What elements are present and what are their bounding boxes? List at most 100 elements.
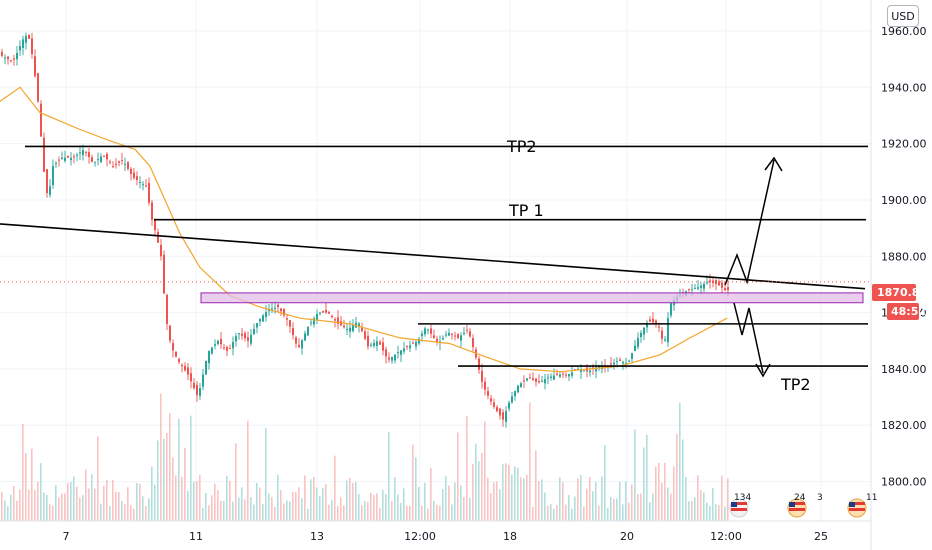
- candle-body: [658, 326, 660, 328]
- volume-bar: [73, 476, 75, 521]
- volume-bar: [385, 493, 387, 521]
- volume-bar: [622, 504, 624, 521]
- candle-body: [124, 163, 126, 165]
- candle-body: [502, 412, 504, 420]
- candle-body: [49, 186, 51, 195]
- candle-body: [94, 161, 96, 163]
- us-flag-icon[interactable]: 134: [729, 493, 751, 518]
- candle-body: [187, 367, 189, 375]
- candle-body: [208, 350, 210, 364]
- candle-body: [157, 231, 159, 243]
- volume-bar: [469, 497, 471, 521]
- volume-bar: [244, 499, 246, 521]
- volume-bar: [304, 475, 306, 521]
- candle-body: [655, 320, 657, 324]
- candle-body: [223, 347, 225, 349]
- volume-bar: [121, 500, 123, 521]
- price-tick-label: 1920.00: [881, 138, 927, 151]
- volume-bar: [562, 482, 564, 521]
- volume-bar: [361, 505, 363, 521]
- candle-body: [166, 294, 168, 324]
- candle-body: [628, 360, 630, 362]
- volume-bar: [637, 494, 639, 521]
- candle-body: [46, 169, 48, 193]
- volume-bar: [448, 485, 450, 521]
- volume-bar: [31, 448, 33, 521]
- volume-bar: [16, 500, 18, 521]
- time-axis[interactable]: 7 11 13 12:00 18 20 12:00 25: [63, 530, 829, 543]
- volume-bar: [205, 493, 207, 521]
- candle-body: [388, 357, 390, 360]
- candle-body: [394, 354, 396, 361]
- resistance-zone[interactable]: [200, 292, 864, 304]
- candle-body: [289, 320, 291, 327]
- currency-button[interactable]: USD: [887, 5, 919, 27]
- volume-bar: [679, 402, 681, 521]
- candle-body: [466, 329, 468, 331]
- volume-bar: [79, 497, 81, 521]
- candle-body: [88, 152, 90, 158]
- candle-body: [415, 341, 417, 347]
- volume-bar: [367, 501, 369, 521]
- candle-body: [259, 318, 261, 322]
- candle-body: [127, 162, 129, 169]
- candle-body: [457, 334, 459, 338]
- candle-body: [286, 318, 288, 320]
- volume-bar: [709, 505, 711, 521]
- volume-bar: [400, 503, 402, 521]
- volume-bar: [193, 481, 195, 521]
- volume-bar: [661, 482, 663, 521]
- candle-body: [280, 308, 282, 312]
- candle-body: [376, 341, 378, 346]
- candle-body: [34, 56, 36, 77]
- volume-bar: [412, 444, 414, 521]
- volume-bar: [403, 488, 405, 521]
- volume-bar: [409, 505, 411, 521]
- candle-body: [505, 411, 507, 422]
- bullish-projection-arrow[interactable]: [724, 159, 775, 286]
- volume-bar: [322, 488, 324, 521]
- volume-bar: [310, 479, 312, 521]
- volume-bar: [466, 415, 468, 521]
- bearish-projection-arrow[interactable]: [733, 302, 764, 374]
- volume-bar: [643, 447, 645, 521]
- candle-body: [19, 46, 21, 51]
- price-axis[interactable]: 1960.001940.001920.001900.001880.001860.…: [881, 25, 927, 489]
- candle-body: [568, 373, 570, 377]
- candle-body: [367, 335, 369, 347]
- volume-bar: [25, 453, 27, 521]
- volume-bar: [364, 501, 366, 521]
- volume-bar: [157, 440, 159, 521]
- descending-trendline[interactable]: [0, 223, 866, 290]
- us-flag-icon[interactable]: 24 3: [787, 493, 823, 518]
- volume-bar: [538, 481, 540, 521]
- candle-body: [64, 157, 66, 161]
- candle-body: [265, 312, 267, 317]
- candle-body: [472, 338, 474, 348]
- us-flag-icon[interactable]: 11: [847, 493, 877, 518]
- candle-body: [451, 333, 453, 335]
- candle-body: [565, 374, 567, 376]
- arrowhead-up: [764, 156, 783, 172]
- volume-bar: [340, 497, 342, 521]
- volume-bar: [613, 498, 615, 521]
- volume-bar: [133, 508, 135, 521]
- candle-body: [55, 162, 57, 164]
- volume-bar: [427, 508, 429, 521]
- volume-bar: [52, 505, 54, 521]
- volume-bar: [235, 443, 237, 521]
- candle-body: [145, 185, 147, 187]
- candle-body: [184, 365, 186, 371]
- volume-bar: [676, 434, 678, 521]
- volume-bar: [103, 485, 105, 521]
- candle-body: [412, 342, 414, 344]
- volume-bar: [67, 482, 69, 521]
- volume-bar: [295, 491, 297, 521]
- volume-bar: [505, 463, 507, 521]
- volume-bar: [667, 487, 669, 521]
- volume-bar: [532, 506, 534, 521]
- volume-bar: [520, 477, 522, 521]
- economic-event-icons[interactable]: 134 24 3 11: [729, 493, 877, 518]
- volume-bar: [658, 462, 660, 521]
